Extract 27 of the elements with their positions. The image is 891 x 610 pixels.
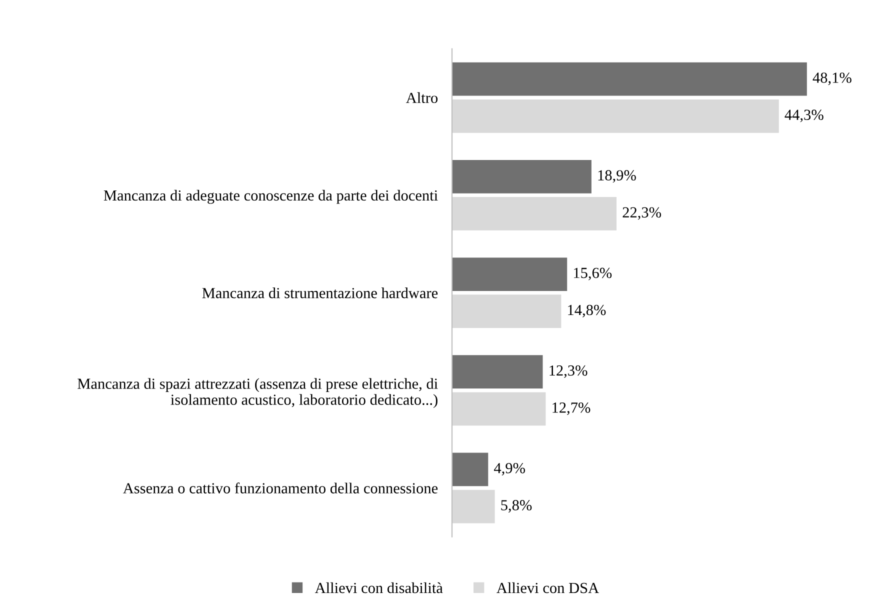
bar <box>452 197 617 230</box>
bar <box>452 294 562 328</box>
bar <box>452 258 568 291</box>
data-label: 18,9% <box>598 170 636 183</box>
legend-label: Allievi con DSA <box>496 582 599 594</box>
bar <box>452 452 488 486</box>
data-label: 15,6% <box>574 268 612 280</box>
data-label: 4,9% <box>494 462 526 476</box>
data-label: 14,8% <box>568 304 606 318</box>
bar <box>452 62 807 96</box>
bar <box>452 99 779 133</box>
data-label: 12,3% <box>550 365 588 378</box>
legend-label: Allievi con disabilità <box>314 582 443 594</box>
bar <box>452 355 543 389</box>
data-label: 48,1% <box>812 72 852 86</box>
y-tick-label: Altro <box>406 92 438 104</box>
bar <box>452 160 592 194</box>
data-label: 12,7% <box>552 402 590 415</box>
y-tick-label: Mancanza di spazi attrezzati (assenza di prese elettriche, di isolamento acustico, laboratorio dedicato...) <box>78 378 438 408</box>
bar <box>452 490 495 524</box>
data-label: 22,3% <box>622 207 662 220</box>
y-tick-label: Assenza o cattivo funzionamento della connessione <box>123 482 438 494</box>
y-tick-label: Mancanza di adeguate conoscenze da parte dei docenti <box>104 190 438 204</box>
y-tick-label: Mancanza di strumentazione hardware <box>202 288 438 298</box>
bar <box>452 392 546 426</box>
data-label: 5,8% <box>501 500 532 513</box>
data-label: 44,3% <box>784 110 824 122</box>
